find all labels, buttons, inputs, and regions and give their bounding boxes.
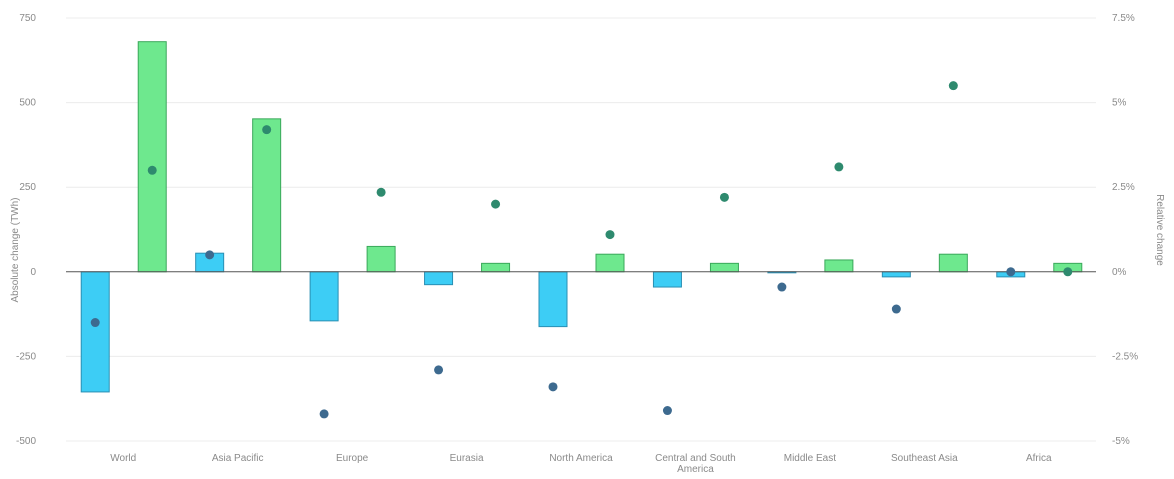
data-point [319, 409, 329, 419]
category-label: North America [549, 453, 613, 464]
right-axis-ticks: 7.5% 5% 2.5% 0% -2.5% -5% [1112, 13, 1138, 447]
left-tick-label: 500 [19, 98, 36, 109]
left-tick-label: 250 [19, 182, 36, 193]
left-tick-label: -250 [16, 351, 36, 362]
left-axis-ticks: 750 500 250 0 -250 -500 [16, 13, 36, 447]
data-point [605, 230, 615, 240]
data-point [376, 187, 386, 197]
right-axis-title: Relative change [1154, 194, 1165, 266]
right-tick-label: 0% [1112, 267, 1127, 278]
right-tick-label: -5% [1112, 436, 1130, 447]
data-point [434, 365, 444, 375]
data-point [262, 125, 272, 135]
bar [137, 41, 167, 273]
bar [481, 262, 511, 273]
bar [824, 259, 854, 273]
category-label: World [110, 453, 136, 464]
bar [80, 271, 110, 393]
bars [80, 41, 1083, 393]
bar [366, 245, 396, 273]
bar [652, 271, 682, 288]
category-label: Middle East [784, 453, 836, 464]
data-point [147, 165, 157, 175]
category-label: Southeast Asia [891, 453, 958, 464]
bar [538, 271, 568, 328]
left-tick-label: 0 [30, 267, 36, 278]
bar [938, 253, 968, 273]
category-label: Central and South America [655, 453, 736, 474]
data-point [662, 406, 672, 416]
data-point [777, 282, 787, 292]
bar [252, 118, 282, 273]
category-label: Asia Pacific [212, 453, 264, 464]
left-axis-title: Absolute change (TWh) [10, 197, 21, 302]
data-point [205, 250, 215, 260]
bar [595, 253, 625, 273]
bar [709, 262, 739, 273]
bar [309, 271, 339, 322]
bar [881, 271, 911, 278]
bar [424, 271, 454, 286]
category-label: Africa [1026, 453, 1052, 464]
data-point [834, 162, 844, 172]
data-point [1063, 267, 1073, 277]
category-labels: World Asia Pacific Europe Eurasia North Amer… [110, 453, 1052, 475]
right-tick-label: 7.5% [1112, 13, 1135, 24]
data-point [491, 199, 501, 209]
data-point [891, 304, 901, 314]
data-point [948, 81, 958, 91]
right-tick-label: 2.5% [1112, 182, 1135, 193]
dots [90, 81, 1073, 419]
left-tick-label: 750 [19, 13, 36, 24]
left-tick-label: -500 [16, 436, 36, 447]
right-tick-label: 5% [1112, 98, 1127, 109]
category-label: Europe [336, 453, 369, 464]
data-point [90, 318, 100, 328]
data-point [1006, 267, 1016, 277]
data-point [548, 382, 558, 392]
right-tick-label: -2.5% [1112, 351, 1138, 362]
gridlines [66, 17, 1096, 442]
category-label: Eurasia [450, 453, 484, 464]
data-point [719, 192, 729, 202]
